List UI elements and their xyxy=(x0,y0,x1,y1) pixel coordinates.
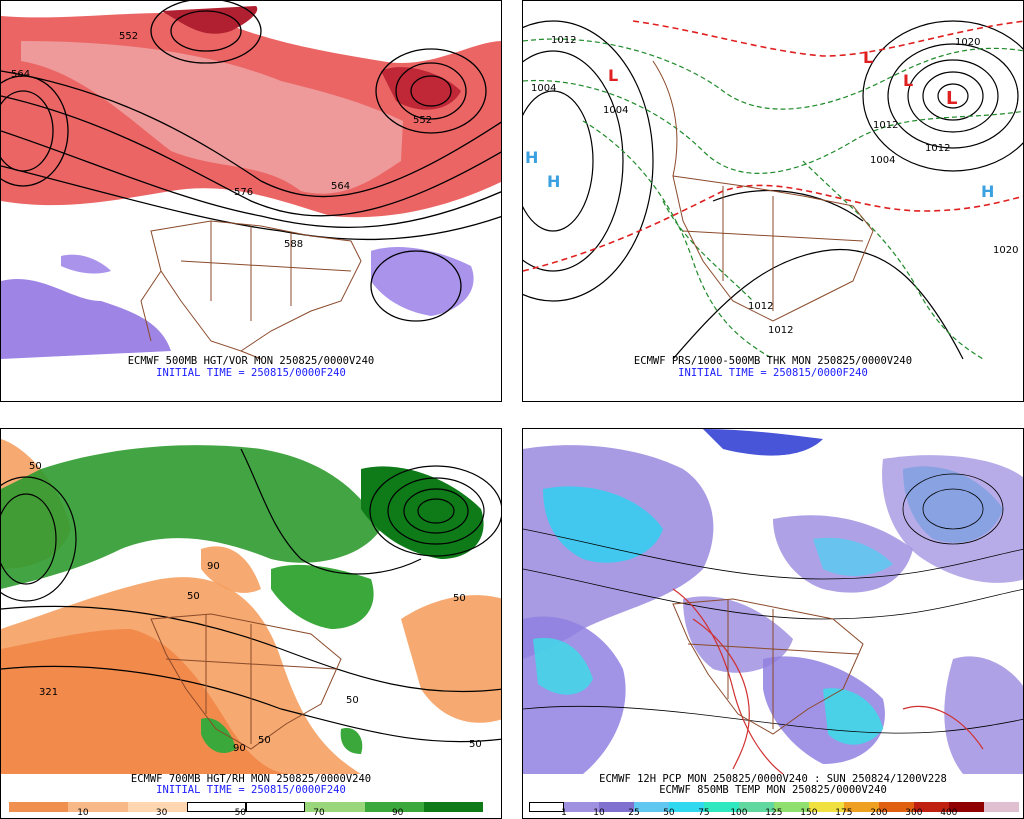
initial-time: INITIAL TIME = 250815/0000F240 xyxy=(678,367,868,379)
svg-text:564: 564 xyxy=(331,181,350,192)
svg-text:1012: 1012 xyxy=(748,301,773,312)
initial-time: INITIAL TIME = 250815/0000F240 xyxy=(156,784,346,796)
initial-time: INITIAL TIME = 250815/0000F240 xyxy=(156,367,346,379)
panel-12h-pcp-850mb-temp: ECMWF 12H PCP MON 250825/0000V240 : SUN … xyxy=(522,428,1024,819)
svg-text:H: H xyxy=(981,182,994,201)
panel-subtitle: ECMWF 850MB TEMP MON 250825/0000V240 xyxy=(659,784,887,796)
svg-text:1020: 1020 xyxy=(993,245,1018,256)
svg-text:H: H xyxy=(525,148,538,167)
svg-text:588: 588 xyxy=(284,239,303,250)
svg-text:1004: 1004 xyxy=(531,83,556,94)
svg-text:H: H xyxy=(547,172,560,191)
svg-text:552: 552 xyxy=(119,31,138,42)
svg-text:50: 50 xyxy=(29,461,42,472)
svg-text:1020: 1020 xyxy=(955,37,980,48)
svg-text:1004: 1004 xyxy=(870,155,895,166)
svg-text:50: 50 xyxy=(346,695,359,706)
map-700mb: 50 90 50 321 50 90 50 50 50 xyxy=(1,429,501,774)
map-500mb: 552 564 576 588 552 564 xyxy=(1,1,501,360)
panel-prs-thickness: L L L L H H H 1012 1004 1004 1020 1012 1… xyxy=(522,0,1024,402)
svg-text:90: 90 xyxy=(233,743,246,754)
map-pcp xyxy=(523,429,1023,775)
svg-text:1012: 1012 xyxy=(768,325,793,336)
svg-text:552: 552 xyxy=(413,115,432,126)
svg-text:90: 90 xyxy=(207,561,220,572)
svg-text:50: 50 xyxy=(187,591,200,602)
svg-text:50: 50 xyxy=(469,739,482,750)
map-prs-thk: L L L L H H H 1012 1004 1004 1020 1012 1… xyxy=(523,1,1023,360)
svg-text:L: L xyxy=(903,71,913,90)
panel-500mb-hgt-vor: 552 564 576 588 552 564 ECMWF 500MB HGT/… xyxy=(0,0,502,402)
pcp-colorbar xyxy=(529,797,1019,812)
panel-title: ECMWF 500MB HGT/VOR MON 250825/0000V240 xyxy=(127,355,375,367)
panel-title: ECMWF 12H PCP MON 250825/0000V240 : SUN … xyxy=(599,773,947,785)
svg-text:1012: 1012 xyxy=(873,120,898,131)
svg-text:576: 576 xyxy=(234,187,253,198)
svg-text:50: 50 xyxy=(453,593,466,604)
panel-700mb-hgt-rh: 50 90 50 321 50 90 50 50 50 ECMWF 700MB … xyxy=(0,428,502,819)
svg-text:321: 321 xyxy=(39,687,58,698)
rh-colorbar xyxy=(9,797,483,812)
svg-text:L: L xyxy=(946,88,957,109)
svg-text:1012: 1012 xyxy=(925,143,950,154)
svg-text:L: L xyxy=(863,48,873,67)
svg-text:1012: 1012 xyxy=(551,35,576,46)
svg-text:L: L xyxy=(608,66,618,85)
svg-text:1004: 1004 xyxy=(603,105,628,116)
panel-title: ECMWF PRS/1000-500MB THK MON 250825/0000… xyxy=(633,355,913,367)
svg-text:564: 564 xyxy=(11,69,30,80)
svg-text:50: 50 xyxy=(258,735,271,746)
panel-title: ECMWF 700MB HGT/RH MON 250825/0000V240 xyxy=(130,773,372,785)
